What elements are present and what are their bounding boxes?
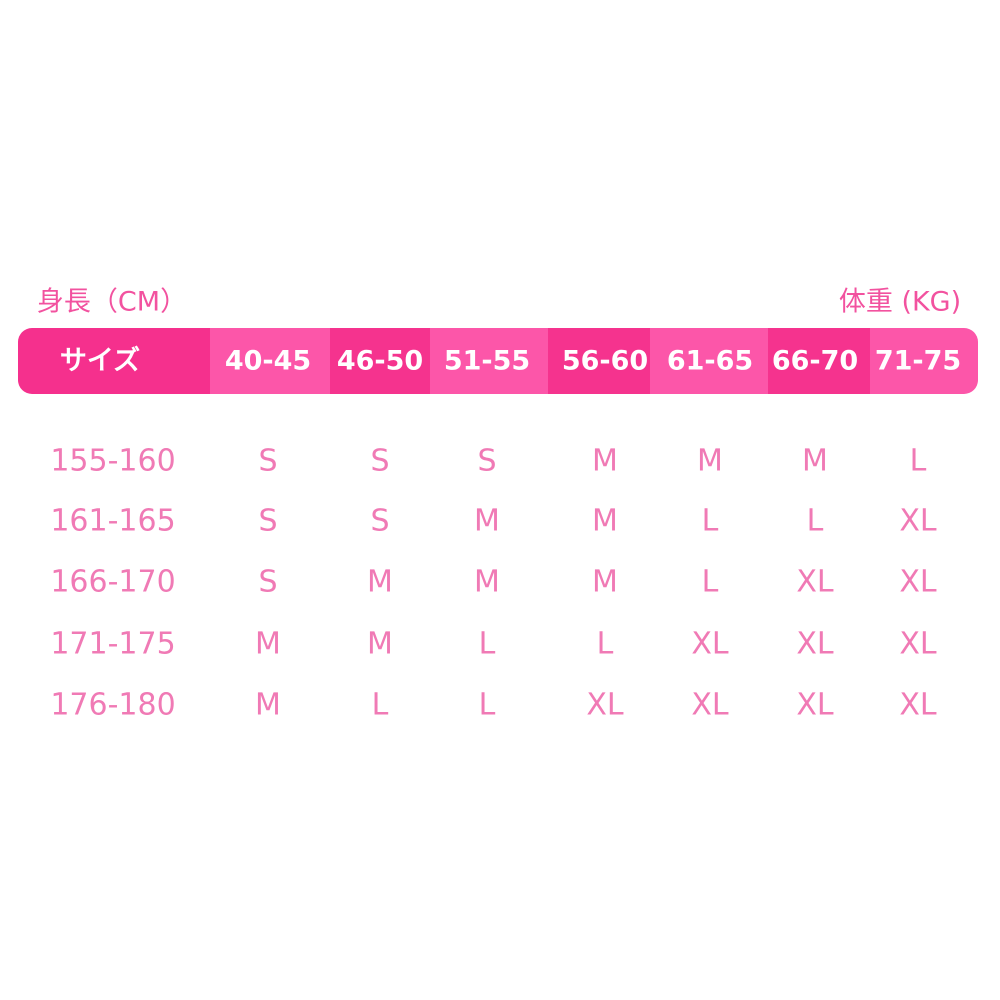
row-label: 171-175 [50, 627, 175, 662]
size-cell: XL [586, 688, 624, 723]
header-bar: サイズ 40-45 46-50 51-55 56-60 61-65 66-70 71-75 [18, 328, 978, 394]
size-cell: S [258, 444, 277, 479]
size-cell: M [367, 627, 393, 662]
header-cell [650, 328, 768, 394]
header-cell [18, 328, 210, 394]
header-text: 46-50 [337, 346, 423, 377]
size-cell: M [474, 565, 500, 600]
size-cell: S [477, 444, 496, 479]
row-label: 155-160 [50, 444, 175, 479]
row-label: 176-180 [50, 688, 175, 723]
size-cell: XL [899, 504, 937, 539]
header-cell [330, 328, 430, 394]
size-cell: M [592, 444, 618, 479]
row-label: 166-170 [50, 565, 175, 600]
size-cell: L [479, 688, 496, 723]
size-cell: XL [796, 627, 834, 662]
weight-label: 体重 (KG) [839, 287, 961, 318]
size-cell: XL [899, 627, 937, 662]
size-cell: S [370, 444, 389, 479]
size-cell: M [802, 444, 828, 479]
size-cell: M [592, 504, 618, 539]
size-cell: M [474, 504, 500, 539]
header-text: サイズ [60, 345, 140, 377]
size-cell: XL [691, 688, 729, 723]
size-cell: XL [796, 565, 834, 600]
header-cell [210, 328, 330, 394]
size-cell: M [697, 444, 723, 479]
size-cell: S [258, 565, 277, 600]
size-cell: L [372, 688, 389, 723]
header-text: 40-45 [225, 346, 311, 377]
size-cell: M [255, 688, 281, 723]
size-cell: M [367, 565, 393, 600]
header-cell [548, 328, 650, 394]
height-label: 身長（CM） [37, 287, 187, 318]
size-cell: M [255, 627, 281, 662]
size-cell: L [597, 627, 614, 662]
size-cell: XL [899, 565, 937, 600]
size-cell: L [702, 504, 719, 539]
size-cell: M [592, 565, 618, 600]
size-cell: S [258, 504, 277, 539]
row-label: 161-165 [50, 504, 175, 539]
size-cell: XL [691, 627, 729, 662]
size-cell: S [370, 504, 389, 539]
header-cell [768, 328, 870, 394]
size-cell: XL [899, 688, 937, 723]
header-text: 71-75 [875, 346, 961, 377]
size-cell: L [479, 627, 496, 662]
size-cell: XL [796, 688, 834, 723]
header-text: 56-60 [562, 346, 648, 377]
header-text: 51-55 [444, 346, 530, 377]
header-cell [430, 328, 548, 394]
header-cell [870, 328, 978, 394]
header-text: 66-70 [772, 346, 858, 377]
size-cell: L [807, 504, 824, 539]
size-cell: L [910, 444, 927, 479]
header-text: 61-65 [667, 346, 753, 377]
size-cell: L [702, 565, 719, 600]
